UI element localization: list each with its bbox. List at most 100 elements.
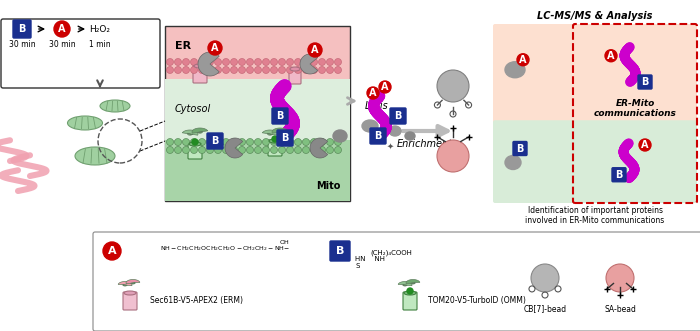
Text: ER-Mito
communications: ER-Mito communications: [594, 99, 676, 118]
Circle shape: [246, 147, 253, 154]
FancyBboxPatch shape: [193, 65, 207, 83]
Ellipse shape: [290, 67, 300, 71]
Circle shape: [367, 87, 379, 99]
Circle shape: [270, 147, 277, 154]
Circle shape: [279, 138, 286, 146]
Circle shape: [214, 67, 221, 73]
Text: ER: ER: [175, 41, 191, 51]
Circle shape: [318, 138, 326, 146]
Polygon shape: [192, 128, 208, 133]
Circle shape: [174, 147, 181, 154]
Circle shape: [190, 67, 197, 73]
Text: 30 min: 30 min: [49, 40, 76, 49]
Circle shape: [183, 67, 190, 73]
Circle shape: [183, 138, 190, 146]
Text: B: B: [276, 111, 284, 121]
FancyBboxPatch shape: [370, 128, 386, 144]
Circle shape: [223, 67, 230, 73]
Circle shape: [239, 59, 246, 66]
Circle shape: [270, 59, 277, 66]
FancyBboxPatch shape: [493, 24, 697, 124]
Circle shape: [174, 67, 181, 73]
Text: B: B: [281, 133, 288, 143]
FancyBboxPatch shape: [268, 140, 282, 156]
Ellipse shape: [333, 130, 347, 142]
Circle shape: [167, 147, 174, 154]
Polygon shape: [262, 130, 278, 135]
Circle shape: [214, 138, 221, 146]
Circle shape: [326, 138, 333, 146]
Circle shape: [311, 147, 318, 154]
FancyBboxPatch shape: [1, 19, 160, 88]
Ellipse shape: [269, 139, 281, 143]
FancyBboxPatch shape: [612, 168, 626, 182]
Circle shape: [639, 139, 651, 151]
Circle shape: [302, 138, 309, 146]
Text: Mito: Mito: [316, 181, 340, 191]
FancyBboxPatch shape: [277, 130, 293, 146]
Circle shape: [326, 147, 333, 154]
FancyBboxPatch shape: [638, 75, 652, 89]
Circle shape: [262, 67, 270, 73]
Polygon shape: [300, 54, 318, 74]
Ellipse shape: [100, 100, 130, 112]
FancyBboxPatch shape: [207, 133, 223, 149]
Circle shape: [437, 70, 469, 102]
Text: B: B: [641, 77, 649, 87]
Circle shape: [437, 140, 469, 172]
Circle shape: [262, 59, 270, 66]
Circle shape: [183, 59, 190, 66]
Text: $\rm NH-CH_2CH_2OCH_2CH_2O-CH_2CH_2-NH\rm{-}$: $\rm NH-CH_2CH_2OCH_2CH_2O-CH_2CH_2-NH\r…: [160, 245, 290, 254]
FancyBboxPatch shape: [330, 241, 350, 261]
Circle shape: [190, 147, 197, 154]
Polygon shape: [183, 130, 198, 135]
Circle shape: [239, 67, 246, 73]
FancyBboxPatch shape: [165, 131, 350, 201]
FancyBboxPatch shape: [513, 141, 527, 156]
Circle shape: [302, 67, 309, 73]
Ellipse shape: [67, 116, 102, 130]
Circle shape: [223, 147, 230, 154]
Polygon shape: [272, 128, 288, 133]
Circle shape: [295, 138, 302, 146]
Text: 1 min: 1 min: [89, 40, 111, 49]
Ellipse shape: [405, 132, 415, 140]
Circle shape: [255, 59, 262, 66]
Circle shape: [199, 138, 206, 146]
Circle shape: [190, 59, 197, 66]
Circle shape: [295, 67, 302, 73]
Circle shape: [223, 138, 230, 146]
Text: A: A: [58, 24, 66, 34]
Ellipse shape: [389, 126, 401, 136]
Text: CB[7]-bead: CB[7]-bead: [524, 305, 566, 313]
Polygon shape: [118, 281, 132, 286]
Text: A: A: [312, 45, 318, 55]
Text: Lysis: Lysis: [365, 101, 388, 111]
Circle shape: [199, 147, 206, 154]
Circle shape: [246, 59, 253, 66]
Text: 30 min: 30 min: [8, 40, 35, 49]
Circle shape: [286, 147, 293, 154]
Circle shape: [255, 67, 262, 73]
Circle shape: [206, 67, 214, 73]
Ellipse shape: [505, 62, 525, 78]
Circle shape: [174, 59, 181, 66]
Text: OH: OH: [280, 241, 290, 246]
Text: B: B: [18, 24, 26, 34]
Circle shape: [335, 138, 342, 146]
Circle shape: [206, 138, 214, 146]
FancyBboxPatch shape: [165, 26, 350, 201]
Circle shape: [192, 139, 198, 145]
Circle shape: [295, 59, 302, 66]
FancyBboxPatch shape: [390, 108, 406, 124]
Circle shape: [214, 147, 221, 154]
Circle shape: [214, 59, 221, 66]
Polygon shape: [198, 52, 219, 76]
Circle shape: [255, 138, 262, 146]
FancyBboxPatch shape: [188, 143, 202, 159]
Text: A: A: [641, 140, 649, 150]
Circle shape: [230, 59, 237, 66]
Circle shape: [308, 43, 322, 57]
Circle shape: [230, 147, 237, 154]
Circle shape: [295, 147, 302, 154]
